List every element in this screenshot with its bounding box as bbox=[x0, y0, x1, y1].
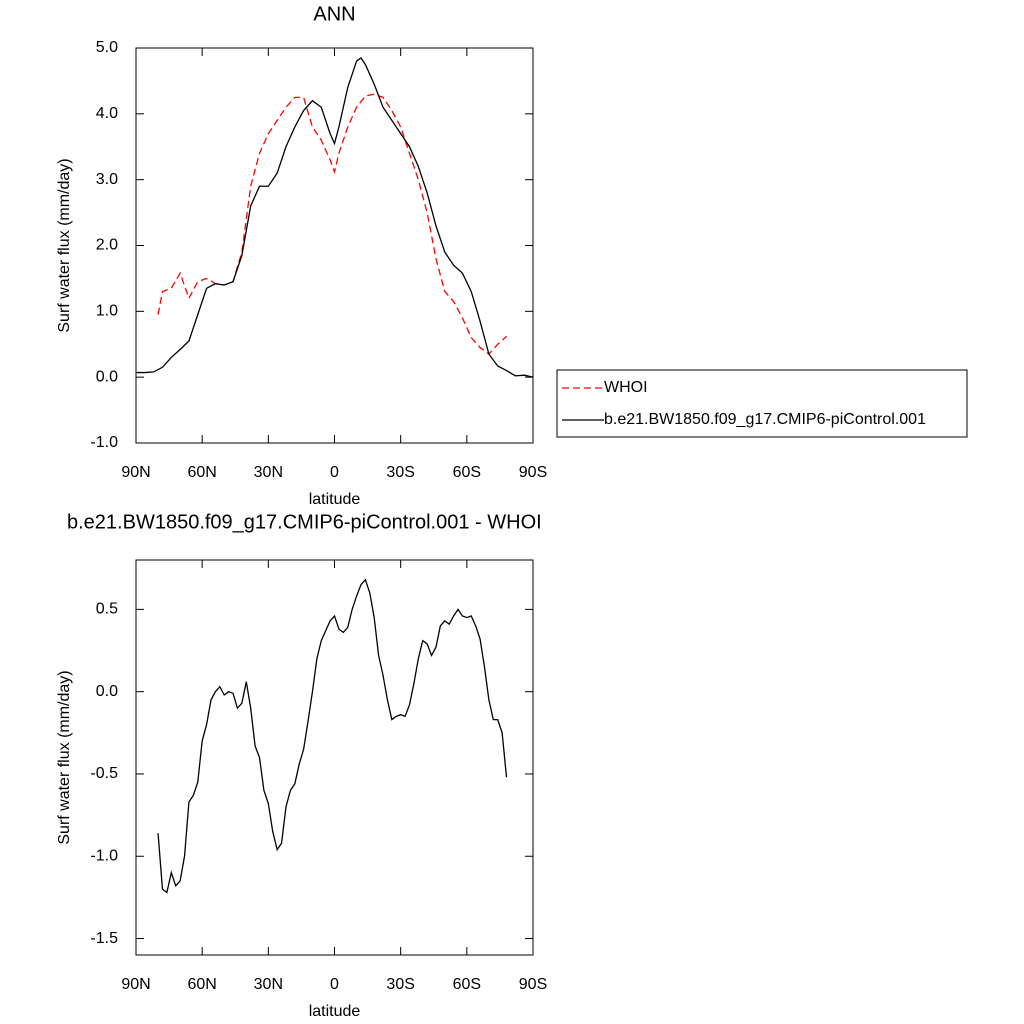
series-line bbox=[157, 578, 508, 894]
y-tick-label: 5.0 bbox=[96, 39, 118, 56]
x-tick-label: 0 bbox=[330, 976, 339, 993]
y-tick-label: 0.0 bbox=[96, 368, 118, 385]
plot-frame bbox=[135, 559, 534, 956]
y-tick-label: 2.0 bbox=[96, 237, 118, 254]
y-tick-label: 1.0 bbox=[96, 303, 118, 320]
x-tick-label: 90S bbox=[519, 976, 547, 993]
x-tick-label: 60N bbox=[187, 976, 216, 993]
x-tick-label: 30S bbox=[386, 464, 414, 481]
plot-frame bbox=[135, 47, 534, 444]
y-tick-label: -1.5 bbox=[90, 930, 118, 947]
x-tick-label: 90N bbox=[121, 464, 150, 481]
series-line bbox=[136, 56, 534, 378]
y-tick-label: 0.0 bbox=[96, 683, 118, 700]
y-tick-label: 4.0 bbox=[96, 105, 118, 122]
y-axis-label: Surf water flux (mm/day) bbox=[56, 158, 73, 332]
y-tick-label: 0.5 bbox=[96, 601, 118, 618]
x-tick-label: 90S bbox=[519, 464, 547, 481]
series-line bbox=[157, 93, 507, 356]
x-tick-label: 60N bbox=[187, 464, 216, 481]
x-tick-label: 60S bbox=[453, 976, 481, 993]
legend-box bbox=[556, 369, 968, 438]
legend-label: b.e21.BW1850.f09_g17.CMIP6-piControl.001 bbox=[604, 411, 926, 428]
x-axis-label: latitude bbox=[309, 491, 361, 508]
y-tick-label: -1.0 bbox=[90, 434, 118, 451]
y-tick-label: -1.0 bbox=[90, 847, 118, 864]
x-tick-label: 30N bbox=[254, 976, 283, 993]
y-axis-label: Surf water flux (mm/day) bbox=[56, 670, 73, 844]
chart-title: ANN bbox=[313, 3, 355, 25]
y-tick-label: 3.0 bbox=[96, 171, 118, 188]
x-tick-label: 30N bbox=[254, 464, 283, 481]
x-tick-label: 30S bbox=[386, 976, 414, 993]
x-axis-label: latitude bbox=[309, 1003, 361, 1020]
x-tick-label: 60S bbox=[453, 464, 481, 481]
x-tick-label: 0 bbox=[330, 464, 339, 481]
legend-label: WHOI bbox=[604, 379, 648, 396]
chart-title: b.e21.BW1850.f09_g17.CMIP6-piControl.001… bbox=[67, 511, 542, 533]
x-tick-label: 90N bbox=[121, 976, 150, 993]
y-tick-label: -0.5 bbox=[90, 765, 118, 782]
